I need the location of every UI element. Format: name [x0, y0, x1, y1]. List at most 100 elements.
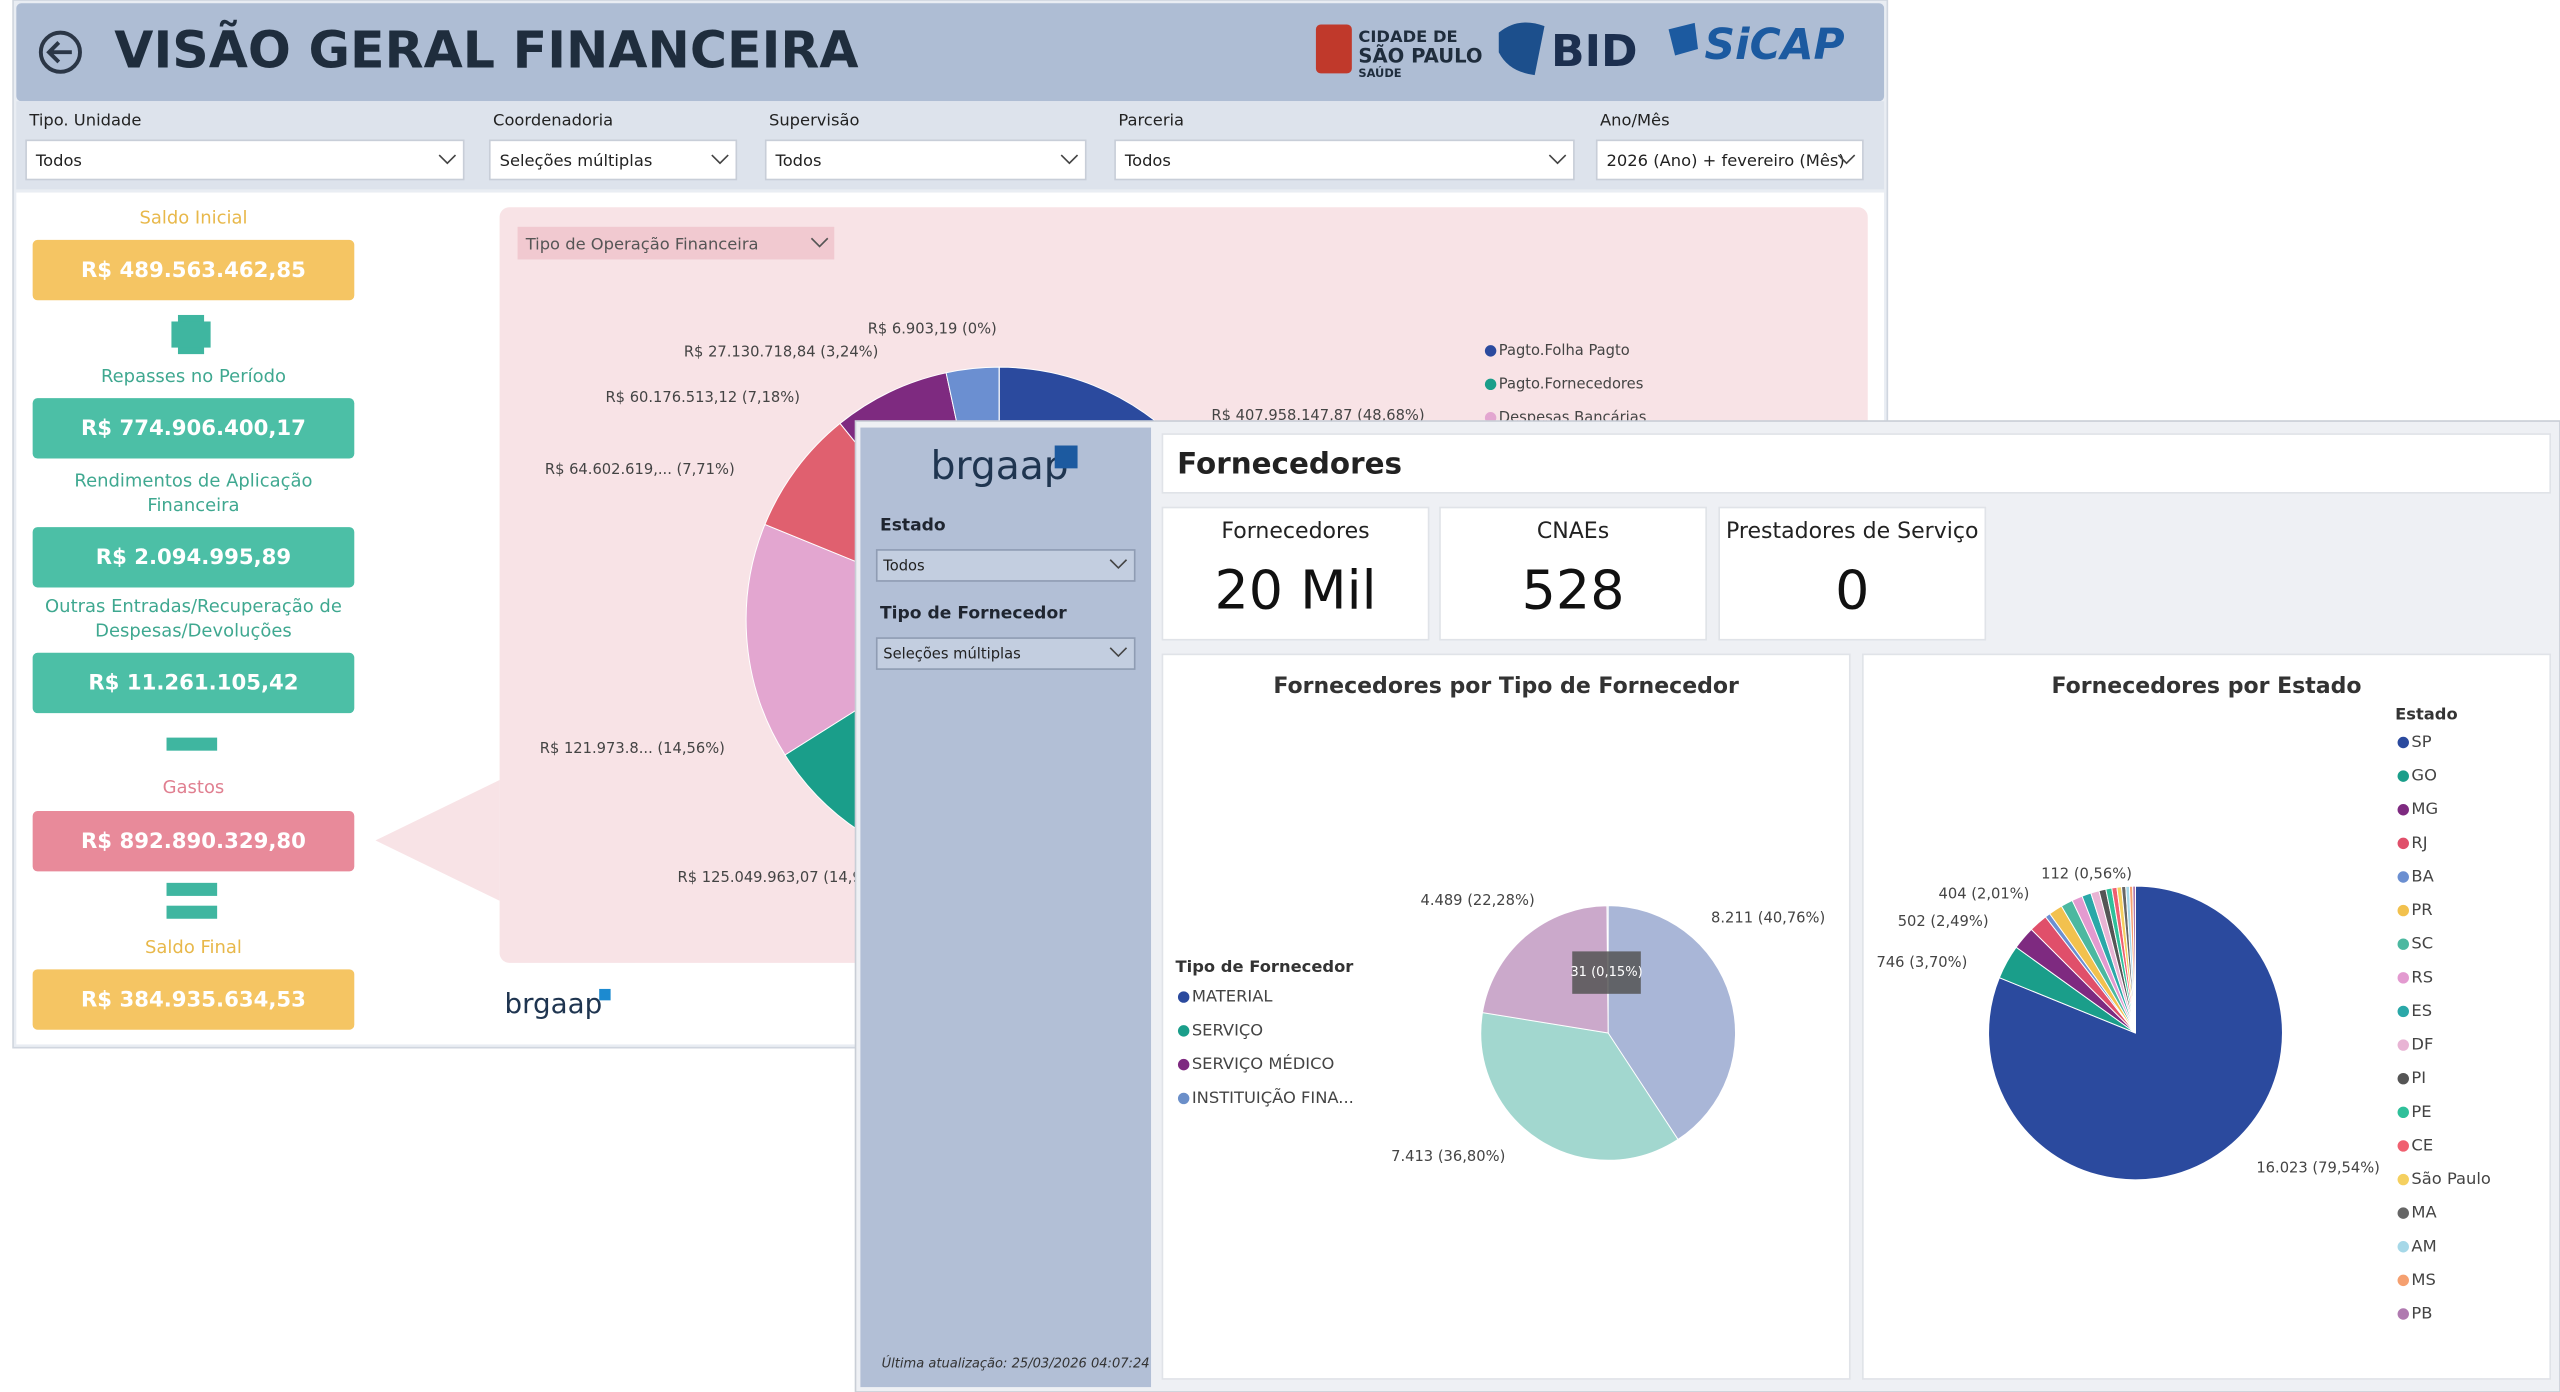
legend-label: MATERIAL: [1192, 987, 1273, 1006]
kpi-box: [32, 398, 355, 459]
legend-marker: [1177, 1092, 1190, 1105]
logo-text: BID: [1551, 26, 1638, 77]
sicap-emblem: [1668, 22, 1698, 56]
filter-dropdown[interactable]: [1595, 139, 1864, 181]
kpi-label-box: Repasses no Período: [100, 365, 286, 387]
data-label: 746 (3,70%): [1876, 954, 1967, 971]
section-title: Fornecedores: [1177, 447, 1402, 481]
legend-label: RS: [2411, 967, 2433, 986]
legend-marker: [2397, 871, 2409, 883]
legend-label: SERVIÇO MÉDICO: [1192, 1054, 1335, 1073]
kpi-card: [1161, 506, 1430, 641]
logo-mark: [1054, 445, 1078, 469]
chart-panel: [1161, 653, 1851, 1380]
filter-label: Tipo. Unidade: [28, 110, 141, 129]
legend-marker: [2397, 904, 2409, 917]
kpi-label-box: Rendimentos de Aplicação Financeira: [74, 470, 312, 516]
legend-marker: [2397, 1241, 2409, 1253]
dropdown[interactable]: [517, 226, 835, 260]
filter-value: Todos: [882, 557, 924, 574]
chevron: [1837, 154, 1856, 165]
page-title: VISÃO GERAL FINANCEIRA: [114, 20, 858, 79]
legend-label: ES: [2411, 1001, 2432, 1020]
kpi-label: Saldo Final: [145, 936, 242, 958]
back-arrow: [46, 41, 72, 64]
kpi-value: R$ 384.935.634,53: [81, 987, 306, 1012]
filter-value: Todos: [775, 151, 822, 170]
chart-title: Fornecedores por Estado: [2052, 674, 2362, 699]
kpi-value: R$ 489.563.462,85: [81, 258, 306, 283]
legend-label: MG: [2411, 799, 2438, 818]
kpi-label: Repasses no Período: [100, 365, 286, 387]
data-label: R$ 6.903,19 (0%): [868, 321, 997, 338]
kpi-value: R$ 11.261.105,42: [88, 671, 298, 696]
legend-label: MA: [2411, 1203, 2437, 1222]
kpi-card-value: 20 Mil: [1214, 559, 1376, 622]
legend-marker: [2397, 1207, 2409, 1219]
logo-text: CIDADE DE: [1358, 27, 1457, 46]
minus-sign: [166, 737, 218, 751]
chevron: [1060, 154, 1079, 165]
kpi-card-label: Prestadores de Serviço: [1726, 519, 1978, 544]
sidebar-logo: brgaap: [931, 444, 1069, 489]
bid-emblem: [1498, 22, 1545, 76]
filter-dropdown[interactable]: [488, 139, 738, 181]
legend-label: MS: [2411, 1270, 2435, 1289]
legend-label: CE: [2411, 1135, 2433, 1154]
filter-dropdown[interactable]: [875, 637, 1136, 670]
footer-logo: brgaap: [504, 987, 602, 1020]
legend-marker: [2397, 1173, 2409, 1186]
kpi-card: [1439, 506, 1707, 641]
filter-value: Todos: [35, 151, 82, 170]
kpi-value: R$ 774.906.400,17: [81, 416, 306, 441]
filter-label: Supervisão: [769, 110, 859, 129]
legend-label: São Paulo: [2411, 1169, 2491, 1188]
legend-label: INSTITUIÇÃO FINA...: [1192, 1088, 1354, 1107]
legend-marker: [2397, 938, 2409, 950]
logo-text: SÃO PAULO: [1358, 44, 1482, 68]
kpi-card-value: 0: [1835, 559, 1869, 622]
tooltip-label: 31 (0,15%): [1570, 965, 1642, 980]
filter-dropdown[interactable]: [1114, 139, 1575, 181]
header-bar: [16, 3, 1885, 102]
legend-marker: [1484, 345, 1497, 357]
legend-marker: [2397, 736, 2409, 749]
dropdown-text: Tipo de Operação Financeira: [525, 234, 759, 253]
legend-label: Pagto.Folha Pagto: [1499, 342, 1630, 359]
pie-slice: [1481, 905, 1609, 1034]
filter-label: Tipo de Fornecedor: [880, 604, 1067, 624]
legend-label: PB: [2411, 1303, 2432, 1322]
pie-slice: [1480, 1012, 1679, 1161]
last-update: Última atualização: 25/03/2026 04:07:24: [882, 1356, 1150, 1372]
legend-marker: [2397, 1308, 2409, 1320]
kpi-box: [32, 811, 355, 872]
filter-value: Seleções múltiplas: [883, 645, 1021, 662]
filter-dropdown[interactable]: [25, 139, 465, 181]
kpi-box: [32, 969, 355, 1030]
legend-label: SERVIÇO: [1192, 1020, 1263, 1039]
legend-label: PE: [2411, 1102, 2431, 1121]
chevron: [711, 154, 729, 165]
filter-dropdown[interactable]: [764, 139, 1087, 181]
data-label: R$ 27.130.718,84 (3,24%): [684, 343, 879, 360]
filter-label: Coordenadoria: [493, 110, 613, 129]
filter-label: Estado: [880, 515, 946, 535]
legend-marker: [2397, 837, 2409, 850]
legend-label: SP: [2411, 732, 2431, 751]
legend-marker: [2397, 1072, 2409, 1085]
filter-dropdown[interactable]: [875, 549, 1136, 582]
legend-marker: [1177, 1025, 1190, 1037]
back-button[interactable]: [38, 30, 82, 74]
legend-label: BA: [2411, 866, 2434, 885]
legend-marker: [1177, 991, 1190, 1003]
kpi-box: [32, 527, 355, 588]
legend-label: SC: [2411, 934, 2433, 953]
legend-label: PR: [2411, 900, 2432, 919]
legend-marker: [2397, 804, 2409, 816]
chevron: [810, 237, 829, 248]
legend-marker: [2397, 972, 2409, 984]
chart-title: Fornecedores por Tipo de Fornecedor: [1273, 674, 1739, 699]
legend-label: GO: [2411, 766, 2436, 785]
